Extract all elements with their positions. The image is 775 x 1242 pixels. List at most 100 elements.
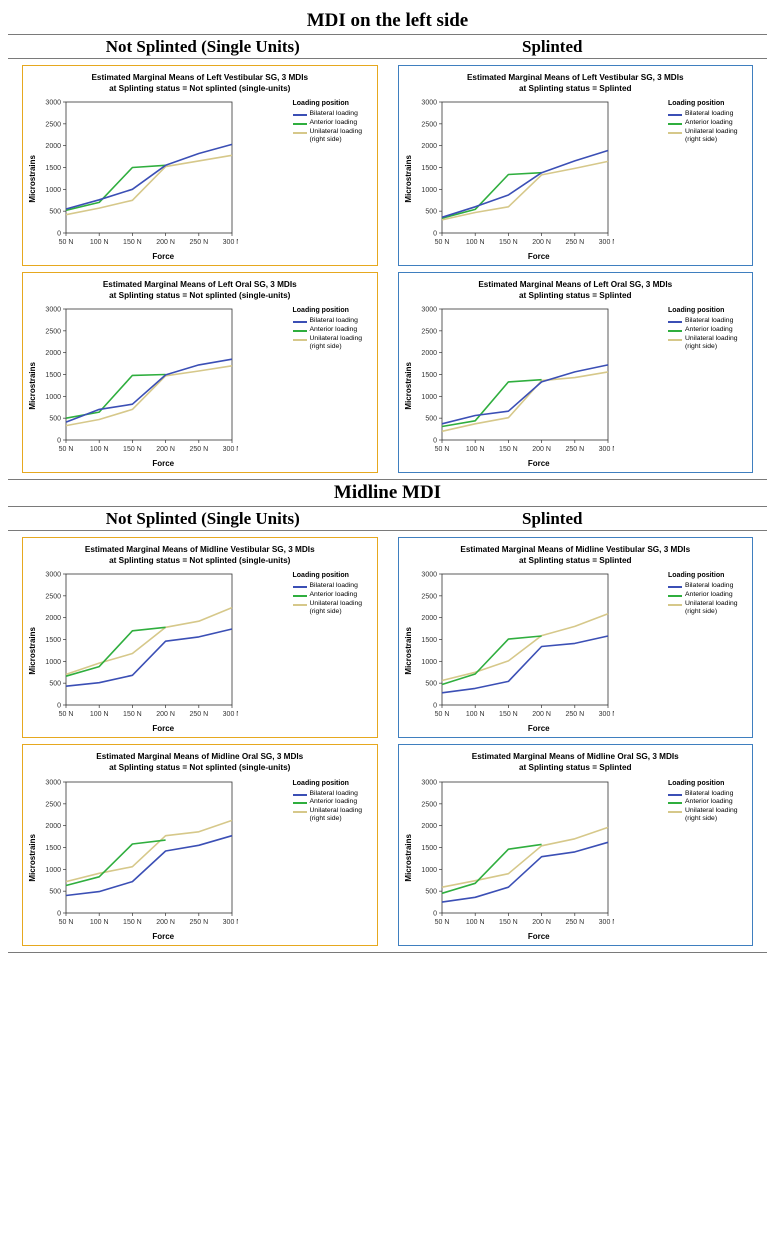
svg-text:500: 500 — [425, 416, 437, 423]
svg-text:100 N: 100 N — [465, 446, 484, 453]
svg-text:3000: 3000 — [45, 100, 61, 107]
svg-text:1500: 1500 — [45, 637, 61, 644]
svg-text:200 N: 200 N — [156, 711, 175, 718]
svg-text:1000: 1000 — [45, 394, 61, 401]
svg-text:0: 0 — [433, 703, 437, 710]
svg-text:250 N: 250 N — [565, 446, 584, 453]
chart-title: Estimated Marginal Means of Midline Oral… — [403, 751, 749, 773]
series-bilateral — [66, 359, 232, 422]
section-title: MDI on the left side — [8, 10, 767, 32]
svg-text:2500: 2500 — [421, 121, 437, 128]
line-chart: 05001000150020002500300050 N100 N150 N20… — [414, 96, 614, 251]
chart-title: Estimated Marginal Means of Left Oral SG… — [27, 279, 373, 301]
svg-text:1500: 1500 — [45, 845, 61, 852]
svg-text:1500: 1500 — [45, 372, 61, 379]
svg-text:150 N: 150 N — [499, 919, 518, 926]
svg-text:0: 0 — [57, 438, 61, 445]
y-axis-label: Microstrains — [27, 834, 38, 882]
y-axis-label: Microstrains — [403, 155, 414, 203]
svg-text:0: 0 — [433, 910, 437, 917]
line-chart: 05001000150020002500300050 N100 N150 N20… — [38, 96, 238, 251]
svg-text:150 N: 150 N — [123, 711, 142, 718]
svg-text:300 N: 300 N — [223, 446, 238, 453]
column-headers: Not Splinted (Single Units)Splinted — [8, 509, 767, 529]
svg-text:1500: 1500 — [45, 165, 61, 172]
svg-text:250 N: 250 N — [189, 711, 208, 718]
line-chart: 05001000150020002500300050 N100 N150 N20… — [38, 568, 238, 723]
y-axis-label: Microstrains — [27, 362, 38, 410]
x-axis-label: Force — [38, 724, 289, 733]
svg-text:150 N: 150 N — [123, 919, 142, 926]
svg-text:3000: 3000 — [421, 572, 437, 579]
svg-text:200 N: 200 N — [532, 919, 551, 926]
svg-text:200 N: 200 N — [156, 239, 175, 246]
svg-text:200 N: 200 N — [156, 919, 175, 926]
svg-text:50 N: 50 N — [59, 711, 74, 718]
svg-text:50 N: 50 N — [59, 239, 74, 246]
svg-text:2000: 2000 — [45, 350, 61, 357]
svg-text:150 N: 150 N — [499, 239, 518, 246]
chart-panel-left-vest-sp: Estimated Marginal Means of Left Vestibu… — [398, 65, 754, 266]
svg-text:1500: 1500 — [421, 372, 437, 379]
series-bilateral — [442, 842, 608, 902]
legend: Loading positionBilateral loadingAnterio… — [289, 568, 373, 733]
svg-text:500: 500 — [49, 888, 61, 895]
svg-text:0: 0 — [57, 703, 61, 710]
svg-text:0: 0 — [57, 910, 61, 917]
series-anterior — [66, 375, 166, 419]
svg-text:2000: 2000 — [421, 143, 437, 150]
series-bilateral — [442, 636, 608, 693]
series-unilateral — [66, 820, 232, 881]
x-axis-label: Force — [414, 932, 665, 941]
svg-text:2000: 2000 — [45, 143, 61, 150]
svg-text:100 N: 100 N — [465, 239, 484, 246]
chart-panel-left-oral-sp: Estimated Marginal Means of Left Oral SG… — [398, 272, 754, 473]
column-headers: Not Splinted (Single Units)Splinted — [8, 37, 767, 57]
svg-text:250 N: 250 N — [565, 919, 584, 926]
svg-text:2000: 2000 — [421, 823, 437, 830]
y-axis-label: Microstrains — [27, 155, 38, 203]
series-bilateral — [66, 835, 232, 895]
svg-text:50 N: 50 N — [434, 446, 449, 453]
x-axis-label: Force — [414, 252, 665, 261]
chart-title: Estimated Marginal Means of Left Oral SG… — [403, 279, 749, 301]
svg-text:3000: 3000 — [45, 572, 61, 579]
chart-row: Estimated Marginal Means of Midline Vest… — [22, 537, 753, 738]
svg-text:150 N: 150 N — [499, 446, 518, 453]
svg-text:150 N: 150 N — [123, 239, 142, 246]
svg-text:1000: 1000 — [421, 394, 437, 401]
series-unilateral — [66, 608, 232, 675]
svg-text:3000: 3000 — [421, 307, 437, 314]
svg-text:2000: 2000 — [45, 616, 61, 623]
svg-text:100 N: 100 N — [465, 711, 484, 718]
svg-text:300 N: 300 N — [223, 711, 238, 718]
svg-text:100 N: 100 N — [90, 711, 109, 718]
y-axis-label: Microstrains — [403, 362, 414, 410]
svg-text:300 N: 300 N — [223, 919, 238, 926]
svg-text:200 N: 200 N — [532, 239, 551, 246]
svg-text:500: 500 — [425, 681, 437, 688]
series-unilateral — [442, 614, 608, 681]
line-chart: 05001000150020002500300050 N100 N150 N20… — [414, 776, 614, 931]
chart-title: Estimated Marginal Means of Midline Vest… — [403, 544, 749, 566]
chart-row: Estimated Marginal Means of Left Vestibu… — [22, 65, 753, 266]
svg-text:50 N: 50 N — [59, 446, 74, 453]
chart-title: Estimated Marginal Means of Midline Vest… — [27, 544, 373, 566]
svg-text:250 N: 250 N — [565, 239, 584, 246]
svg-text:500: 500 — [425, 888, 437, 895]
svg-text:200 N: 200 N — [532, 446, 551, 453]
svg-text:2000: 2000 — [45, 823, 61, 830]
series-unilateral — [442, 827, 608, 887]
svg-text:0: 0 — [433, 231, 437, 238]
svg-text:100 N: 100 N — [90, 446, 109, 453]
svg-text:50 N: 50 N — [434, 711, 449, 718]
svg-text:200 N: 200 N — [532, 711, 551, 718]
svg-text:2500: 2500 — [45, 329, 61, 336]
svg-text:0: 0 — [57, 231, 61, 238]
svg-text:300 N: 300 N — [223, 239, 238, 246]
legend: Loading positionBilateral loadingAnterio… — [664, 96, 748, 261]
svg-text:1000: 1000 — [45, 866, 61, 873]
svg-text:100 N: 100 N — [90, 239, 109, 246]
svg-text:3000: 3000 — [421, 779, 437, 786]
series-bilateral — [442, 365, 608, 424]
